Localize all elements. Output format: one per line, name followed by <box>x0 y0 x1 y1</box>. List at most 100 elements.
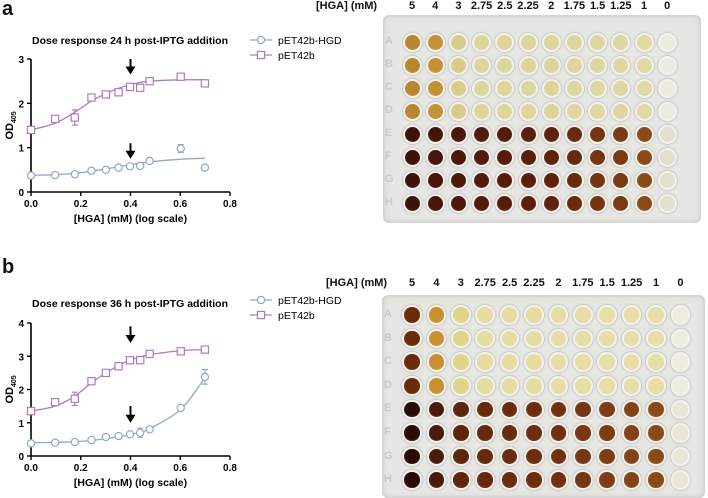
x-tick-label: 0.4 <box>124 199 138 210</box>
data-point <box>70 394 79 404</box>
well <box>425 193 445 213</box>
plate-header-label: [HGA] (mM) <box>326 277 388 289</box>
data-point <box>125 82 135 92</box>
well <box>634 193 654 213</box>
well <box>499 305 520 325</box>
x-tick-label: 0.0 <box>24 463 38 474</box>
well <box>451 423 471 443</box>
well <box>426 423 447 443</box>
well <box>573 305 593 325</box>
well <box>670 305 691 325</box>
well <box>611 147 631 167</box>
well <box>573 446 593 467</box>
data-point <box>200 345 210 354</box>
well <box>426 470 447 490</box>
data-point <box>176 347 185 356</box>
well <box>499 352 520 372</box>
well <box>499 446 520 467</box>
row-label: E <box>384 402 392 415</box>
well <box>472 170 492 190</box>
well <box>548 328 569 349</box>
well <box>472 193 492 213</box>
data-point <box>101 90 111 99</box>
well <box>495 32 515 52</box>
well <box>670 328 691 349</box>
well <box>646 376 666 396</box>
well <box>518 32 538 52</box>
well <box>524 328 544 349</box>
well <box>541 78 561 98</box>
well <box>657 124 677 144</box>
data-point <box>200 163 210 172</box>
legend-marker-square <box>256 310 266 320</box>
well <box>573 423 593 443</box>
column-concentration-label: 1.5 <box>589 0 606 12</box>
well <box>524 305 544 325</box>
column-concentration-label: 2.25 <box>517 0 539 12</box>
data-point <box>101 165 111 175</box>
row-label: D <box>384 378 392 391</box>
x-tick-label: 0.2 <box>74 463 88 474</box>
well <box>564 147 584 167</box>
column-concentration-label: 1.25 <box>610 0 632 12</box>
well <box>402 470 422 490</box>
well <box>451 470 471 490</box>
well <box>425 101 445 121</box>
well <box>541 124 561 144</box>
well <box>524 352 544 372</box>
well <box>634 124 654 144</box>
well <box>499 470 520 490</box>
data-point <box>70 113 79 122</box>
well <box>634 32 654 52</box>
well <box>499 399 520 420</box>
well <box>472 78 492 98</box>
well <box>611 32 631 52</box>
well <box>499 423 520 443</box>
well <box>518 101 538 121</box>
well <box>564 124 584 144</box>
y-tick-label: 3 <box>18 55 24 66</box>
well <box>548 376 569 396</box>
y-tick-label: 1 <box>18 419 24 430</box>
well <box>646 470 666 490</box>
well <box>634 101 654 121</box>
well <box>646 305 666 325</box>
data-point <box>87 376 96 386</box>
row-label: B <box>384 331 392 344</box>
column-concentration-label: 3 <box>455 0 462 12</box>
data-point <box>50 438 60 447</box>
well <box>402 32 422 52</box>
well <box>499 328 520 349</box>
well <box>597 446 617 467</box>
row-label: A <box>384 308 392 320</box>
well <box>495 78 515 98</box>
data-point <box>136 83 145 93</box>
y-tick-label: 3 <box>18 352 24 363</box>
y-axis-label-subscript: 405 <box>11 111 18 123</box>
well <box>646 328 666 349</box>
arrow-head <box>125 334 136 343</box>
well <box>475 352 495 372</box>
well <box>472 101 492 121</box>
well <box>621 328 642 349</box>
chart-36h: Dose response 36 h post-IPTG addition 0.0… <box>4 295 342 489</box>
data-point <box>26 125 36 135</box>
column-concentration-label: 4 <box>433 277 440 289</box>
well <box>472 55 492 75</box>
well <box>524 376 544 396</box>
well <box>548 423 569 443</box>
well <box>564 170 584 190</box>
legend-marker-circle <box>256 35 266 45</box>
chart-title: Dose response 36 h post-IPTG addition <box>32 298 228 310</box>
well <box>646 399 666 420</box>
well <box>495 193 515 213</box>
well <box>448 147 468 167</box>
well <box>448 101 468 121</box>
x-tick-label: 0.6 <box>173 463 187 474</box>
well <box>646 446 666 467</box>
data-point <box>145 425 154 434</box>
well <box>499 376 520 396</box>
x-tick-label: 0.8 <box>223 199 237 210</box>
row-label: C <box>384 355 392 368</box>
well <box>402 399 422 420</box>
